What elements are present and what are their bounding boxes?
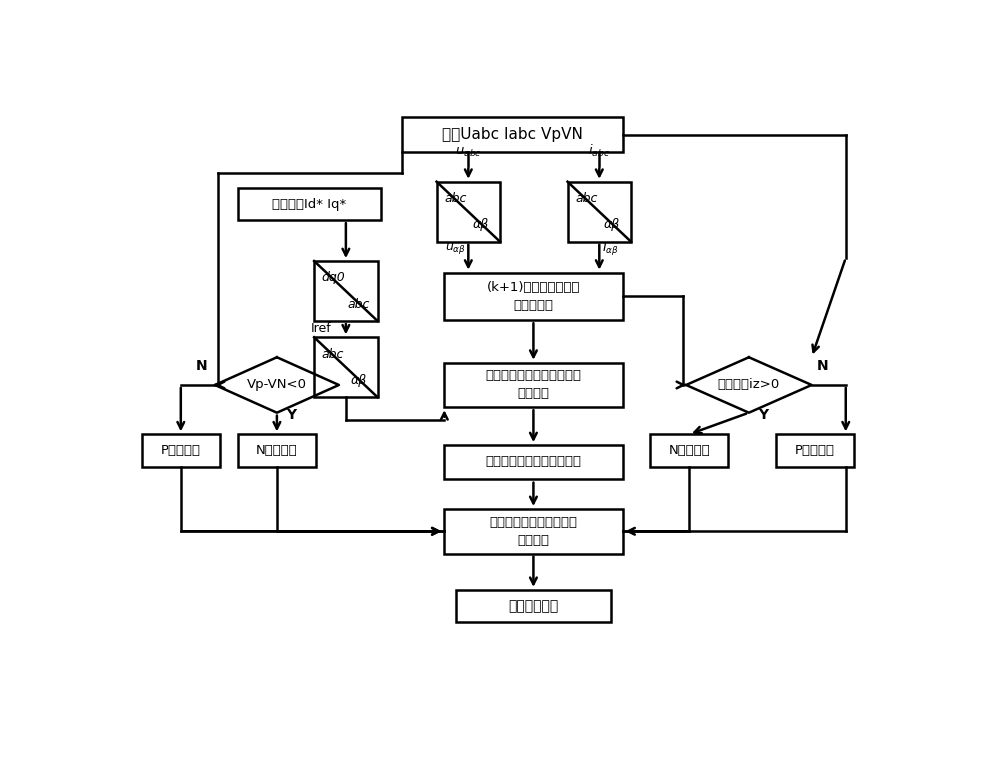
Text: dq0: dq0: [321, 271, 345, 285]
Text: P型小矢量: P型小矢量: [161, 444, 201, 457]
Text: $i_{abc}$: $i_{abc}$: [588, 143, 610, 160]
Text: 零序环流iz>0: 零序环流iz>0: [718, 378, 780, 391]
Bar: [568, 182, 631, 241]
Text: abc: abc: [444, 192, 467, 205]
Bar: [444, 509, 623, 553]
Text: N型小矢量: N型小矢量: [256, 444, 298, 457]
Bar: [444, 444, 623, 479]
Bar: [314, 337, 378, 397]
Text: abc: abc: [347, 298, 370, 311]
Text: 发出开关信号: 发出开关信号: [508, 599, 559, 613]
Text: $u_{αβ}$: $u_{αβ}$: [445, 241, 466, 256]
Text: N: N: [196, 360, 207, 373]
Text: 采样Uabc Iabc VpVN: 采样Uabc Iabc VpVN: [442, 127, 583, 142]
Text: αβ: αβ: [473, 219, 489, 232]
Text: N型小矢量: N型小矢量: [668, 444, 710, 457]
Text: Vp-VN<0: Vp-VN<0: [247, 378, 307, 391]
Text: αβ: αβ: [350, 374, 367, 387]
Text: 通过价值函数选出最优的
开关矢量: 通过价值函数选出最优的 开关矢量: [489, 516, 577, 547]
Text: N: N: [817, 360, 829, 373]
Bar: [238, 435, 316, 466]
Bar: [402, 117, 623, 152]
Bar: [650, 435, 728, 466]
Text: Y: Y: [758, 408, 768, 422]
Text: abc: abc: [322, 347, 344, 360]
Bar: [142, 435, 220, 466]
Bar: [776, 435, 854, 466]
Text: αβ: αβ: [604, 219, 620, 232]
Bar: [314, 261, 378, 321]
Text: abc: abc: [575, 192, 598, 205]
Text: $u_{abc}$: $u_{abc}$: [455, 146, 482, 160]
Text: P型小矢量: P型小矢量: [795, 444, 835, 457]
Text: Y: Y: [286, 408, 296, 422]
Bar: [444, 363, 623, 407]
Text: 参考电流Id* Iq*: 参考电流Id* Iq*: [272, 198, 347, 210]
Text: Iref: Iref: [311, 322, 332, 335]
Text: 计算参考电压矢量所在扇区: 计算参考电压矢量所在扇区: [485, 456, 581, 469]
Bar: [437, 182, 500, 241]
Text: (k+1)步的交流侧电压
和电流预测: (k+1)步的交流侧电压 和电流预测: [487, 281, 580, 312]
Bar: [444, 273, 623, 320]
Bar: [456, 590, 611, 622]
Text: $I_{αβ}$: $I_{αβ}$: [602, 240, 618, 257]
Text: 根据电路模型得到桥臂参考
电压矢量: 根据电路模型得到桥臂参考 电压矢量: [485, 369, 581, 400]
Bar: [238, 188, 381, 220]
